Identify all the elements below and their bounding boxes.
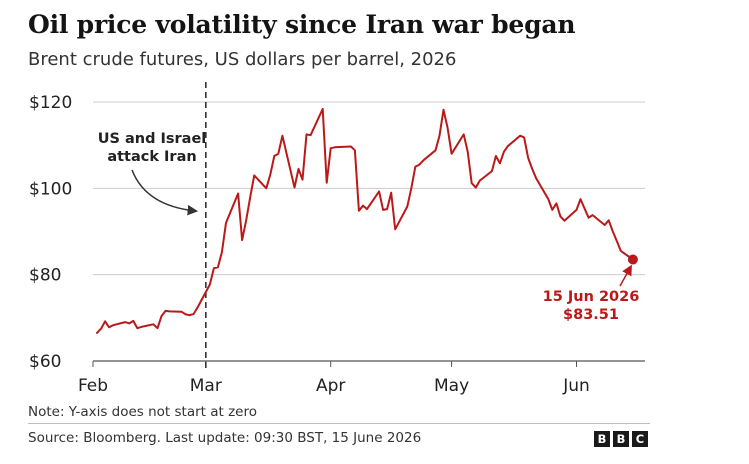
y-tick-label: $60 xyxy=(29,352,61,372)
chart-card: Oil price volatility since Iran war bega… xyxy=(28,10,650,447)
last-point-label: 15 Jun 2026 $83.51 xyxy=(543,289,640,323)
event-annotation: US and Israel attack Iran xyxy=(98,82,207,371)
bbc-logo-block: B xyxy=(613,431,629,447)
event-label: US and Israel attack Iran xyxy=(98,131,207,165)
y-tick-label: $120 xyxy=(29,93,72,113)
event-arrow xyxy=(131,169,199,216)
chart-source: Source: Bloomberg. Last update: 09:30 BS… xyxy=(28,430,422,446)
chart-title: Oil price volatility since Iran war bega… xyxy=(28,10,576,39)
bbc-logo-block: B xyxy=(594,431,610,447)
bbc-logo-block: C xyxy=(632,431,648,447)
footer-divider xyxy=(28,423,650,424)
y-axis: $60 $80 $100 $120 xyxy=(29,93,72,372)
event-label-line: attack Iran xyxy=(107,149,196,165)
y-tick-label: $80 xyxy=(29,266,61,286)
x-tick-label: Jun xyxy=(562,376,590,396)
chart-note: Note: Y-axis does not start at zero xyxy=(28,404,258,420)
x-tick-label: May xyxy=(434,376,469,396)
bbc-logo: B B C xyxy=(594,431,648,447)
last-value-annotation: 15 Jun 2026 $83.51 xyxy=(543,264,640,323)
y-tick-label: $100 xyxy=(29,179,72,199)
x-tick-label: Mar xyxy=(190,376,222,396)
series-line xyxy=(96,107,634,334)
x-axis: Feb Mar Apr May Jun xyxy=(78,361,590,396)
line-chart: $60 $80 $100 $120 Feb Mar Apr May Jun US and Is… xyxy=(29,82,645,396)
x-tick-label: Apr xyxy=(316,376,345,396)
x-tick-label: Feb xyxy=(78,376,108,396)
last-point-marker xyxy=(627,254,638,265)
series-layer xyxy=(96,107,638,334)
last-point-label-line: 15 Jun 2026 xyxy=(543,289,640,305)
last-point-arrow xyxy=(619,264,632,287)
gridlines xyxy=(93,101,645,362)
chart-subtitle: Brent crude futures, US dollars per barr… xyxy=(28,49,457,70)
last-point-label-line: $83.51 xyxy=(563,307,619,323)
event-label-line: US and Israel xyxy=(98,131,207,147)
